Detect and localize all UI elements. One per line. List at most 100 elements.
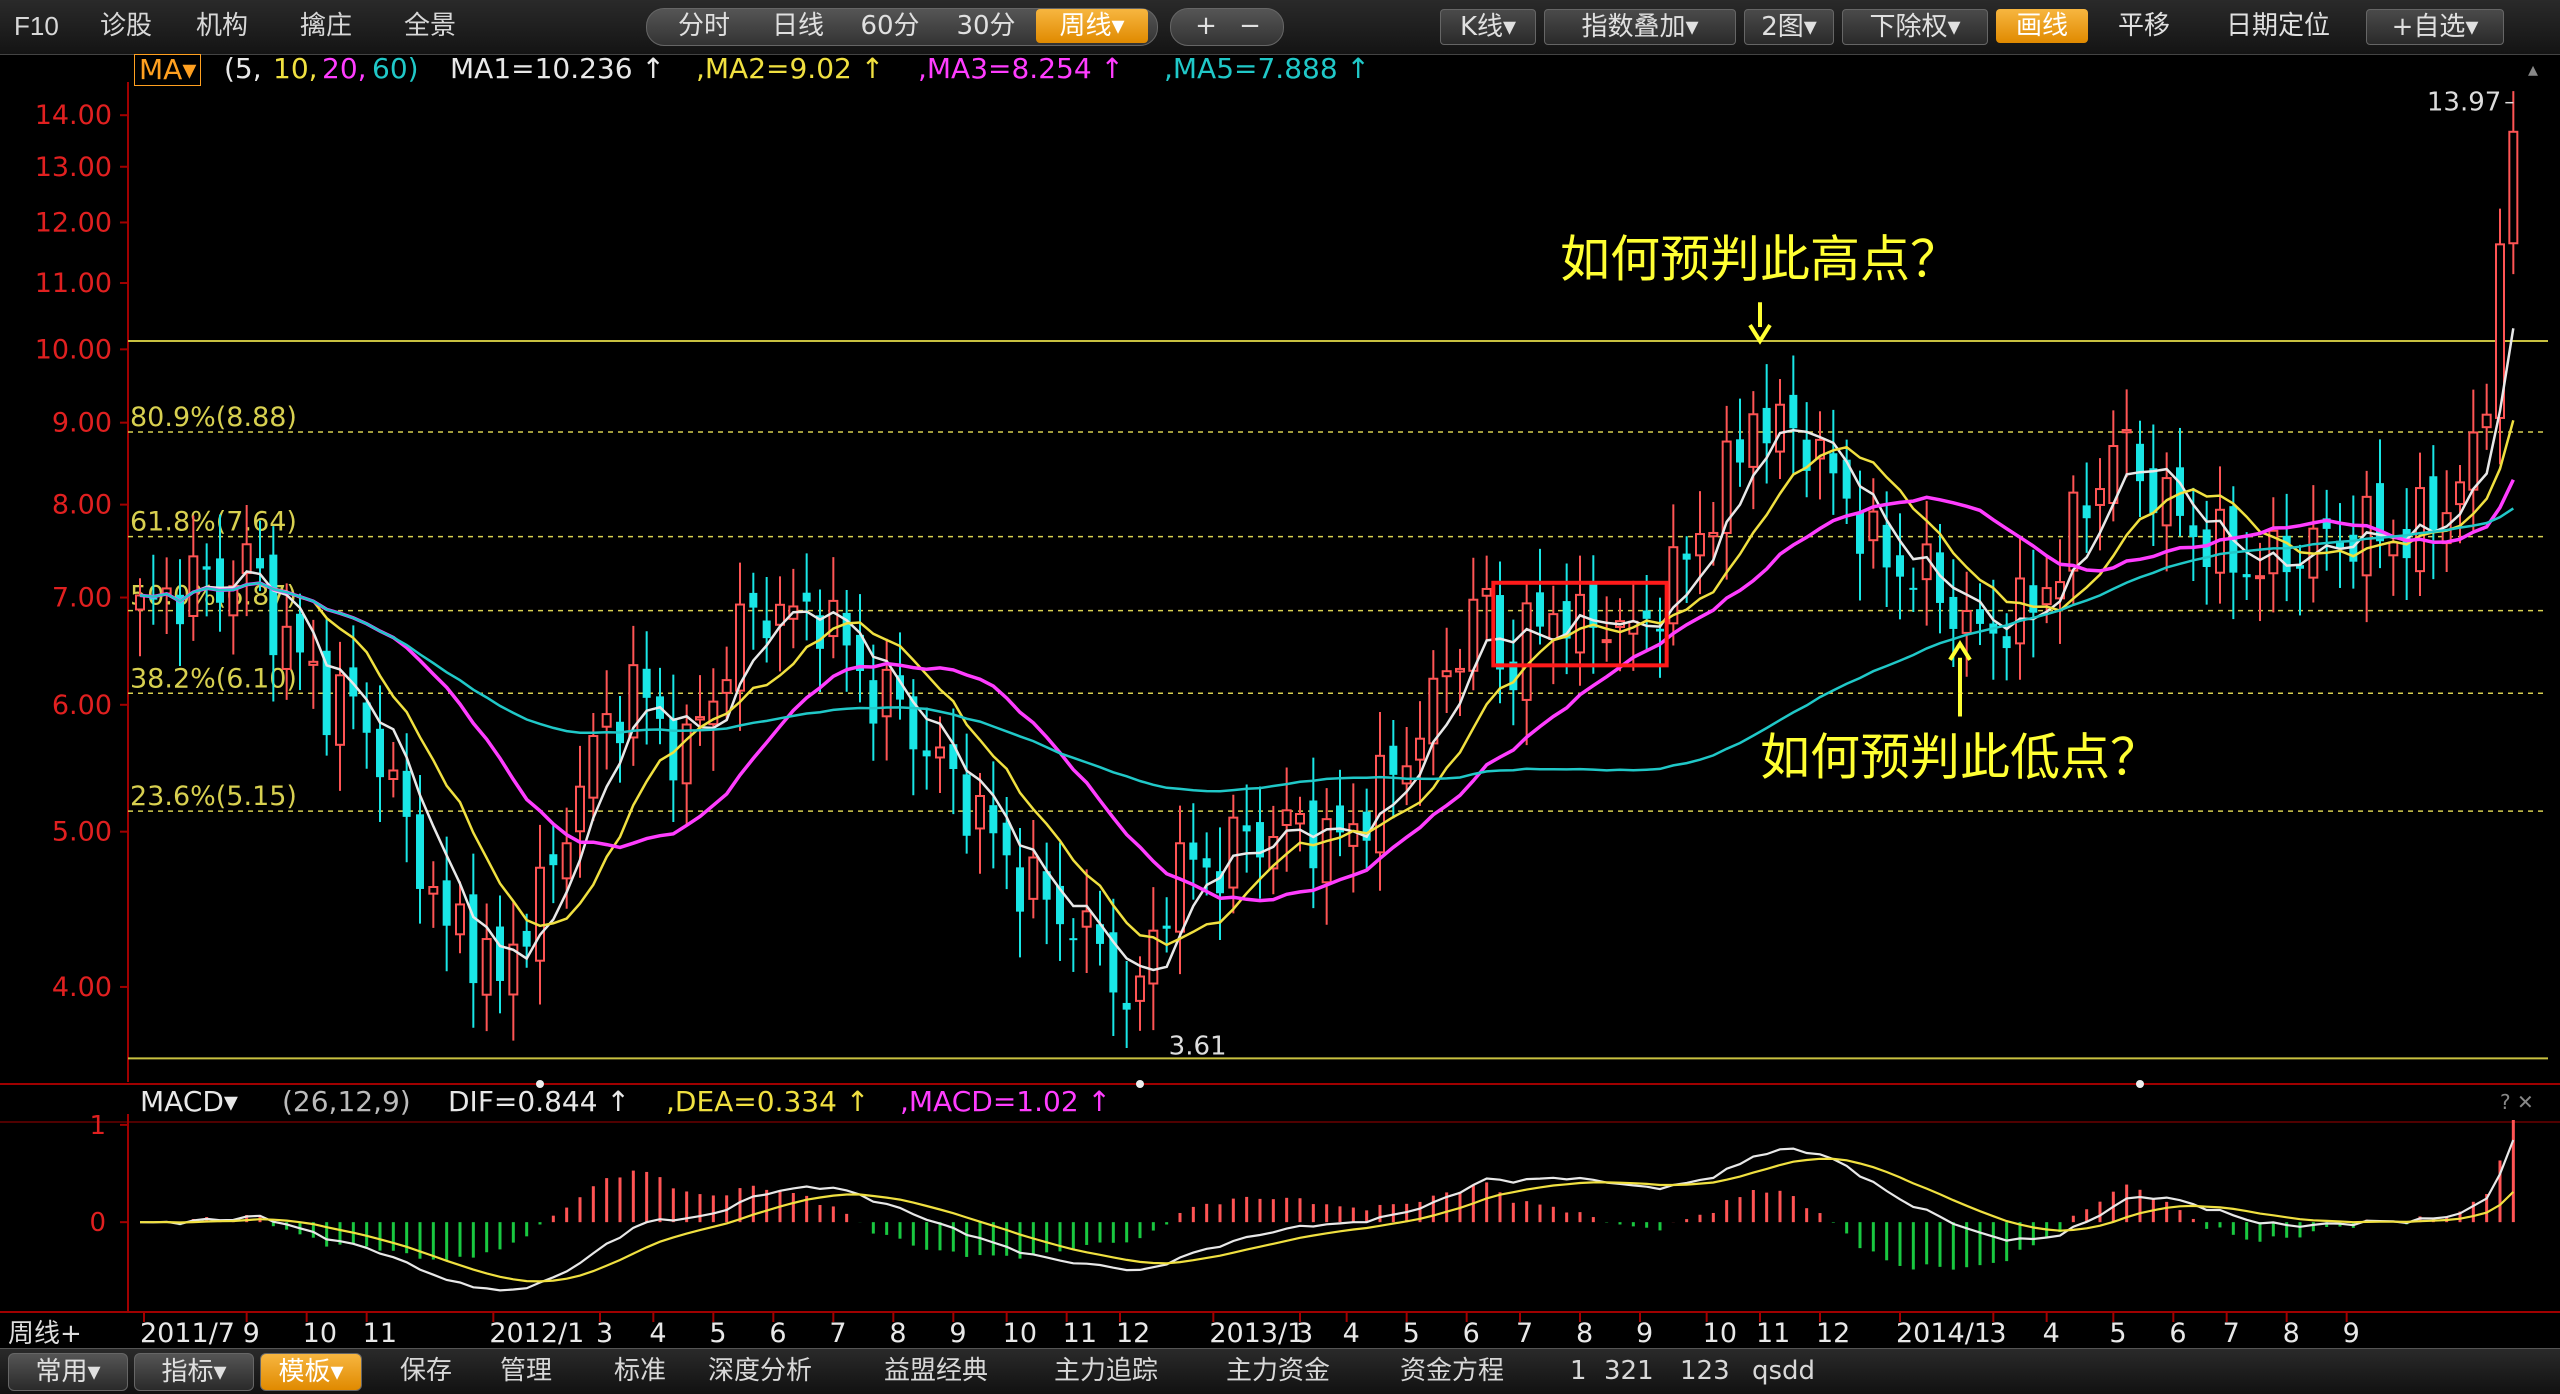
tab-30min[interactable]: 30分 [956, 11, 1016, 41]
time-tick-label: 3 [596, 1318, 613, 1349]
candle-body [1802, 439, 1811, 471]
candle-body [856, 634, 864, 671]
candle-body [2255, 575, 2265, 580]
fibonacci-label: 80.9%(8.88) [130, 402, 297, 433]
tab-intraday[interactable]: 分时 [677, 11, 730, 41]
candle-body [1989, 623, 1998, 634]
candle-body [896, 675, 904, 700]
ma60-line [139, 507, 2514, 793]
yimeng-classic-template[interactable]: 益盟经典 [884, 1356, 989, 1386]
manage-button[interactable]: 管理 [500, 1356, 553, 1386]
tab-template[interactable]: 模板▾ [260, 1353, 362, 1391]
funds-equation-template[interactable]: 资金方程 [1400, 1356, 1505, 1386]
candle-body [1069, 938, 1078, 941]
candle-body [601, 713, 612, 728]
index-overlay-menu[interactable]: 指数叠加▾ [1544, 9, 1736, 45]
time-tick-label: 5 [2109, 1318, 2126, 1349]
candle-body [2441, 512, 2452, 545]
candle-body [1628, 620, 1639, 635]
candle-body [1362, 811, 1371, 841]
tab-indicator[interactable]: 指标▾ [134, 1353, 254, 1391]
time-tick-label: 6 [2169, 1318, 2186, 1349]
macd-help-close-icon[interactable]: ? ✕ [2500, 1090, 2534, 1114]
candle-body [216, 558, 224, 603]
top-toolbar: F10 诊股 机构 擒庄 全景 分时 日线 60分 30分 周线▾ + − K线… [0, 0, 2560, 55]
date-locate-button[interactable]: 日期定位 [2225, 11, 2330, 41]
candle-body [135, 594, 145, 611]
institution-button[interactable]: 机构 [196, 11, 249, 41]
candle-body [1096, 924, 1104, 944]
candle-body [2495, 243, 2505, 419]
tab-weekly[interactable]: 周线▾ [1036, 9, 1148, 43]
standard-template[interactable]: 标准 [614, 1356, 667, 1386]
tab-daily[interactable]: 日线 [771, 11, 824, 41]
candle-body [775, 603, 785, 626]
candle-body [788, 605, 799, 620]
candle-body [828, 599, 839, 638]
ma1-value: MA1=10.236 ↑ [450, 52, 665, 85]
candle-body [1348, 823, 1359, 847]
candle-body [149, 597, 158, 600]
panorama-button[interactable]: 全景 [404, 11, 457, 41]
candle-body [1268, 835, 1279, 870]
candle-body [416, 814, 424, 889]
time-tick-label: 7 [2223, 1318, 2240, 1349]
price-tick-label: 4.00 [52, 972, 112, 1003]
candle-body [256, 558, 264, 569]
candle-body [935, 746, 945, 759]
collapse-icon[interactable]: ▴ [2528, 57, 2539, 81]
candle-body [642, 668, 651, 698]
candle-body [1789, 394, 1798, 429]
split-view-menu[interactable]: 2图▾ [1744, 9, 1834, 45]
ex-rights-menu[interactable]: 下除权▾ [1842, 9, 1988, 45]
candle-body [176, 594, 184, 625]
main-funds-template[interactable]: 主力资金 [1226, 1356, 1331, 1386]
tab-common[interactable]: 常用▾ [8, 1353, 128, 1391]
ma-indicator-selector[interactable]: MA▾ [134, 54, 202, 86]
time-tick-label: 11 [363, 1318, 397, 1349]
draw-line-button[interactable]: 画线 [1996, 9, 2088, 43]
candle-body [1321, 818, 1332, 884]
template-321[interactable]: 321 [1604, 1356, 1654, 1386]
time-tick-label: 8 [2283, 1318, 2300, 1349]
candle-body [269, 554, 278, 656]
candle-body [2402, 529, 2411, 559]
period-label: 周线+ [8, 1319, 82, 1349]
candle-body [549, 854, 558, 866]
template-123[interactable]: 123 [1680, 1356, 1730, 1386]
watchlist-menu[interactable]: +自选▾ [2366, 9, 2504, 45]
template-qsdd[interactable]: qsdd [1752, 1356, 1816, 1386]
kline-menu[interactable]: K线▾ [1440, 9, 1536, 45]
candle-body [842, 612, 851, 646]
candle-body [762, 620, 771, 639]
zoom-out-button[interactable]: − [1239, 11, 1261, 41]
candle-body [188, 555, 199, 617]
price-tick-label: 14.00 [35, 100, 112, 131]
candle-body [1242, 825, 1251, 832]
save-button[interactable]: 保存 [400, 1356, 453, 1386]
candle-body [2161, 477, 2172, 527]
candle-body [2189, 525, 2198, 538]
pan-button[interactable]: 平移 [2117, 11, 2170, 41]
candle-body [388, 769, 399, 780]
candle-body [2429, 476, 2438, 533]
zoom-in-button[interactable]: + [1195, 11, 1217, 41]
diagnose-button[interactable]: 诊股 [100, 11, 153, 41]
macd-panel: 10 [89, 1111, 2515, 1292]
macd-indicator-selector[interactable]: MACD▾ [140, 1085, 238, 1118]
template-1[interactable]: 1 [1570, 1356, 1587, 1386]
main-tracking-template[interactable]: 主力追踪 [1054, 1356, 1159, 1386]
candle-body [922, 750, 931, 757]
candle-body [1708, 531, 1719, 538]
annotations: 13.97 3.61 如何预判此高点？ 如何预判此低点？ [1169, 88, 2514, 1061]
time-tick-label: 9 [949, 1318, 966, 1349]
f10-button[interactable]: F10 [14, 11, 59, 41]
price-axis: 14.0013.0012.0011.0010.009.008.007.006.0… [0, 82, 2560, 1313]
highlight-box [1491, 580, 1669, 668]
deep-analysis-template[interactable]: 深度分析 [708, 1356, 813, 1386]
candle-body [695, 716, 705, 721]
tab-60min[interactable]: 60分 [860, 11, 920, 41]
dealer-button[interactable]: 擒庄 [300, 11, 353, 41]
candle-body [749, 592, 758, 608]
